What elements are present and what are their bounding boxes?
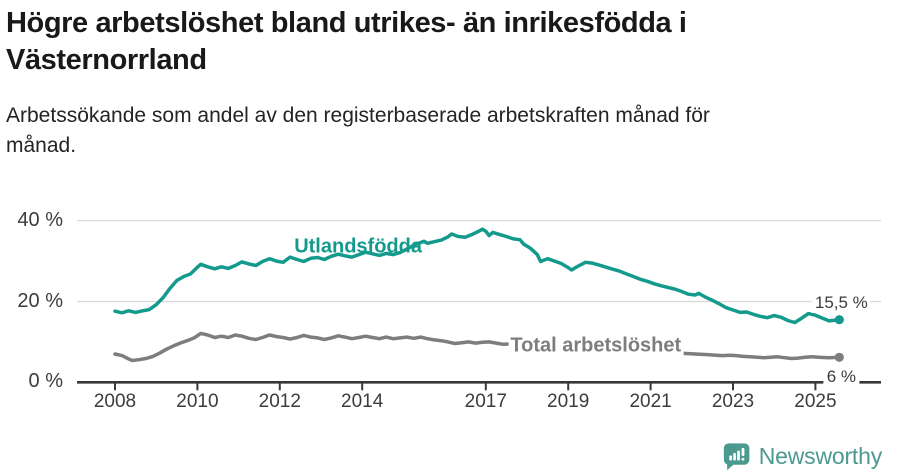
page-title-line-2: Västernorrland — [6, 44, 207, 76]
brand-wordmark: Newsworthy — [758, 443, 882, 469]
chart-subtitle-line-2: månad. — [6, 134, 77, 157]
page-title-line-1: Högre arbetslöshet bland utrikes- än inr… — [6, 7, 687, 39]
chart-subtitle: Arbetssökande som andel av den registerb… — [6, 101, 892, 161]
series-line-utlandsfodda — [113, 227, 842, 325]
series-end-dot-utlandsfodda — [834, 315, 844, 325]
chart-header: Högre arbetslöshet bland utrikes- än inr… — [6, 5, 892, 161]
chart-subtitle-line-1: Arbetssökande som andel av den registerb… — [6, 104, 710, 127]
series-end-dot-total-arbetsloshet — [834, 352, 844, 362]
newsworthy-logo-icon — [723, 442, 751, 471]
brand-footer: Newsworthy — [723, 442, 882, 471]
series-line-total-arbetsloshet — [113, 331, 842, 363]
